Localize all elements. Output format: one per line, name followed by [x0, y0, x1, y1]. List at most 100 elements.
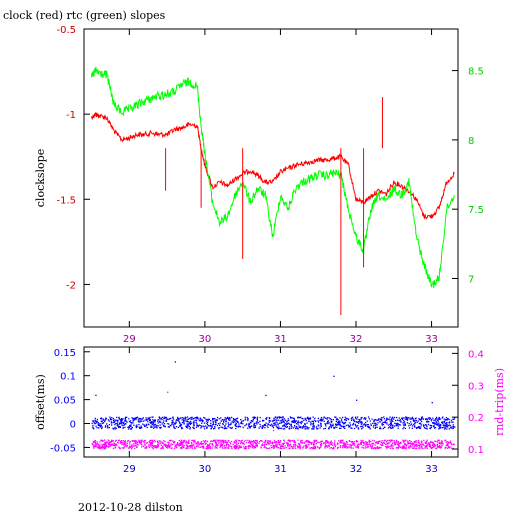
scatter-point: [275, 420, 277, 422]
scatter-point: [447, 424, 449, 427]
scatter-point: [330, 447, 332, 449]
scatter-point: [361, 446, 363, 449]
scatter-point: [360, 418, 362, 420]
scatter-point: [429, 427, 431, 429]
scatter-point: [108, 424, 111, 426]
scatter-point: [207, 420, 209, 422]
scatter-point: [152, 446, 155, 448]
scatter-point: [342, 444, 344, 447]
scatter-point: [95, 445, 97, 447]
scatter-point: [185, 440, 187, 442]
scatter-point: [165, 419, 167, 421]
scatter-point: [189, 422, 191, 424]
scatter-point: [115, 427, 117, 429]
scatter-point: [179, 421, 181, 423]
scatter-point: [350, 441, 352, 443]
scatter-point: [150, 421, 152, 423]
scatter-point: [133, 445, 135, 447]
scatter-point: [267, 441, 269, 443]
scatter-point: [450, 447, 453, 449]
scatter-point: [195, 417, 197, 419]
scatter-point: [304, 418, 306, 420]
scatter-point: [247, 418, 249, 421]
scatter-point: [224, 447, 227, 449]
scatter-point: [227, 443, 229, 446]
scatter-point: [441, 441, 443, 444]
scatter-point: [445, 446, 447, 448]
scatter-point: [187, 440, 190, 443]
scatter-point: [134, 444, 136, 446]
scatter-point: [165, 445, 167, 447]
scatter-point: [240, 446, 243, 449]
scatter-point: [344, 421, 347, 424]
scatter-point: [222, 447, 224, 449]
scatter-point: [256, 441, 258, 443]
scatter-point: [163, 416, 165, 418]
scatter-point: [270, 424, 272, 427]
scatter-point: [371, 443, 373, 445]
scatter-point: [117, 442, 119, 444]
scatter-point: [145, 442, 148, 444]
scatter-point: [282, 416, 284, 418]
scatter-point: [306, 426, 308, 428]
scatter-point: [411, 442, 413, 445]
scatter-point: [92, 420, 94, 422]
scatter-point: [344, 418, 346, 421]
scatter-point: [320, 425, 323, 427]
scatter-point: [418, 426, 420, 429]
scatter-point: [437, 439, 439, 441]
scatter-point: [346, 442, 348, 444]
scatter-point: [188, 425, 191, 427]
scatter-point: [237, 448, 239, 450]
scatter-point: [360, 417, 362, 419]
scatter-point: [215, 419, 217, 421]
scatter-point: [324, 427, 327, 430]
scatter-point: [376, 426, 378, 428]
scatter-point: [245, 424, 247, 426]
scatter-point: [216, 447, 218, 449]
scatter-point: [312, 416, 314, 418]
scatter-point: [373, 424, 375, 426]
scatter-point: [281, 445, 283, 447]
scatter-point: [136, 442, 138, 444]
scatter-point: [226, 444, 228, 446]
scatter-point: [275, 445, 277, 447]
scatter-point: [377, 442, 379, 444]
scatter-point: [235, 446, 237, 449]
scatter-point: [415, 441, 417, 443]
scatter-point: [442, 422, 444, 424]
scatter-point: [259, 420, 261, 422]
scatter-point: [362, 444, 364, 447]
scatter-point: [108, 442, 110, 444]
scatter-point: [263, 446, 265, 449]
scatter-point: [407, 441, 410, 444]
scatter-point: [381, 424, 383, 426]
scatter-point: [197, 443, 199, 445]
scatter-point: [206, 445, 208, 447]
scatter-point: [101, 422, 103, 424]
scatter-point: [256, 418, 258, 420]
scatter-point: [120, 420, 122, 423]
scatter-point: [112, 421, 114, 424]
scatter-point: [181, 427, 184, 429]
scatter-point: [402, 422, 404, 424]
bottom-x-tick-label: 33: [425, 464, 438, 475]
scatter-point: [110, 441, 113, 443]
scatter-point: [338, 423, 340, 426]
scatter-point: [391, 427, 393, 429]
scatter-point: [188, 447, 190, 449]
scatter-point: [278, 426, 280, 428]
scatter-point: [168, 443, 170, 445]
scatter-point: [157, 425, 159, 427]
scatter-point: [101, 418, 103, 420]
scatter-point: [175, 444, 177, 447]
scatter-point: [349, 424, 352, 426]
scatter-point: [325, 446, 327, 448]
scatter-point: [116, 422, 118, 425]
scatter-point: [277, 423, 279, 425]
scatter-point: [172, 420, 174, 422]
scatter-point: [341, 440, 343, 442]
scatter-point: [317, 428, 319, 430]
